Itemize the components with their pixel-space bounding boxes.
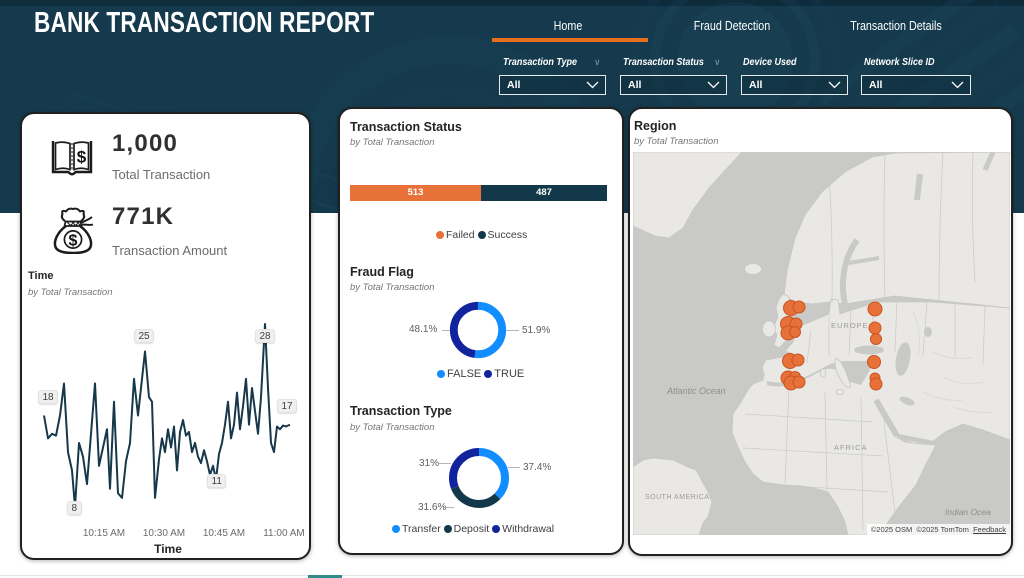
svg-text:$: $ xyxy=(69,233,78,250)
svg-text:$: $ xyxy=(77,148,87,167)
